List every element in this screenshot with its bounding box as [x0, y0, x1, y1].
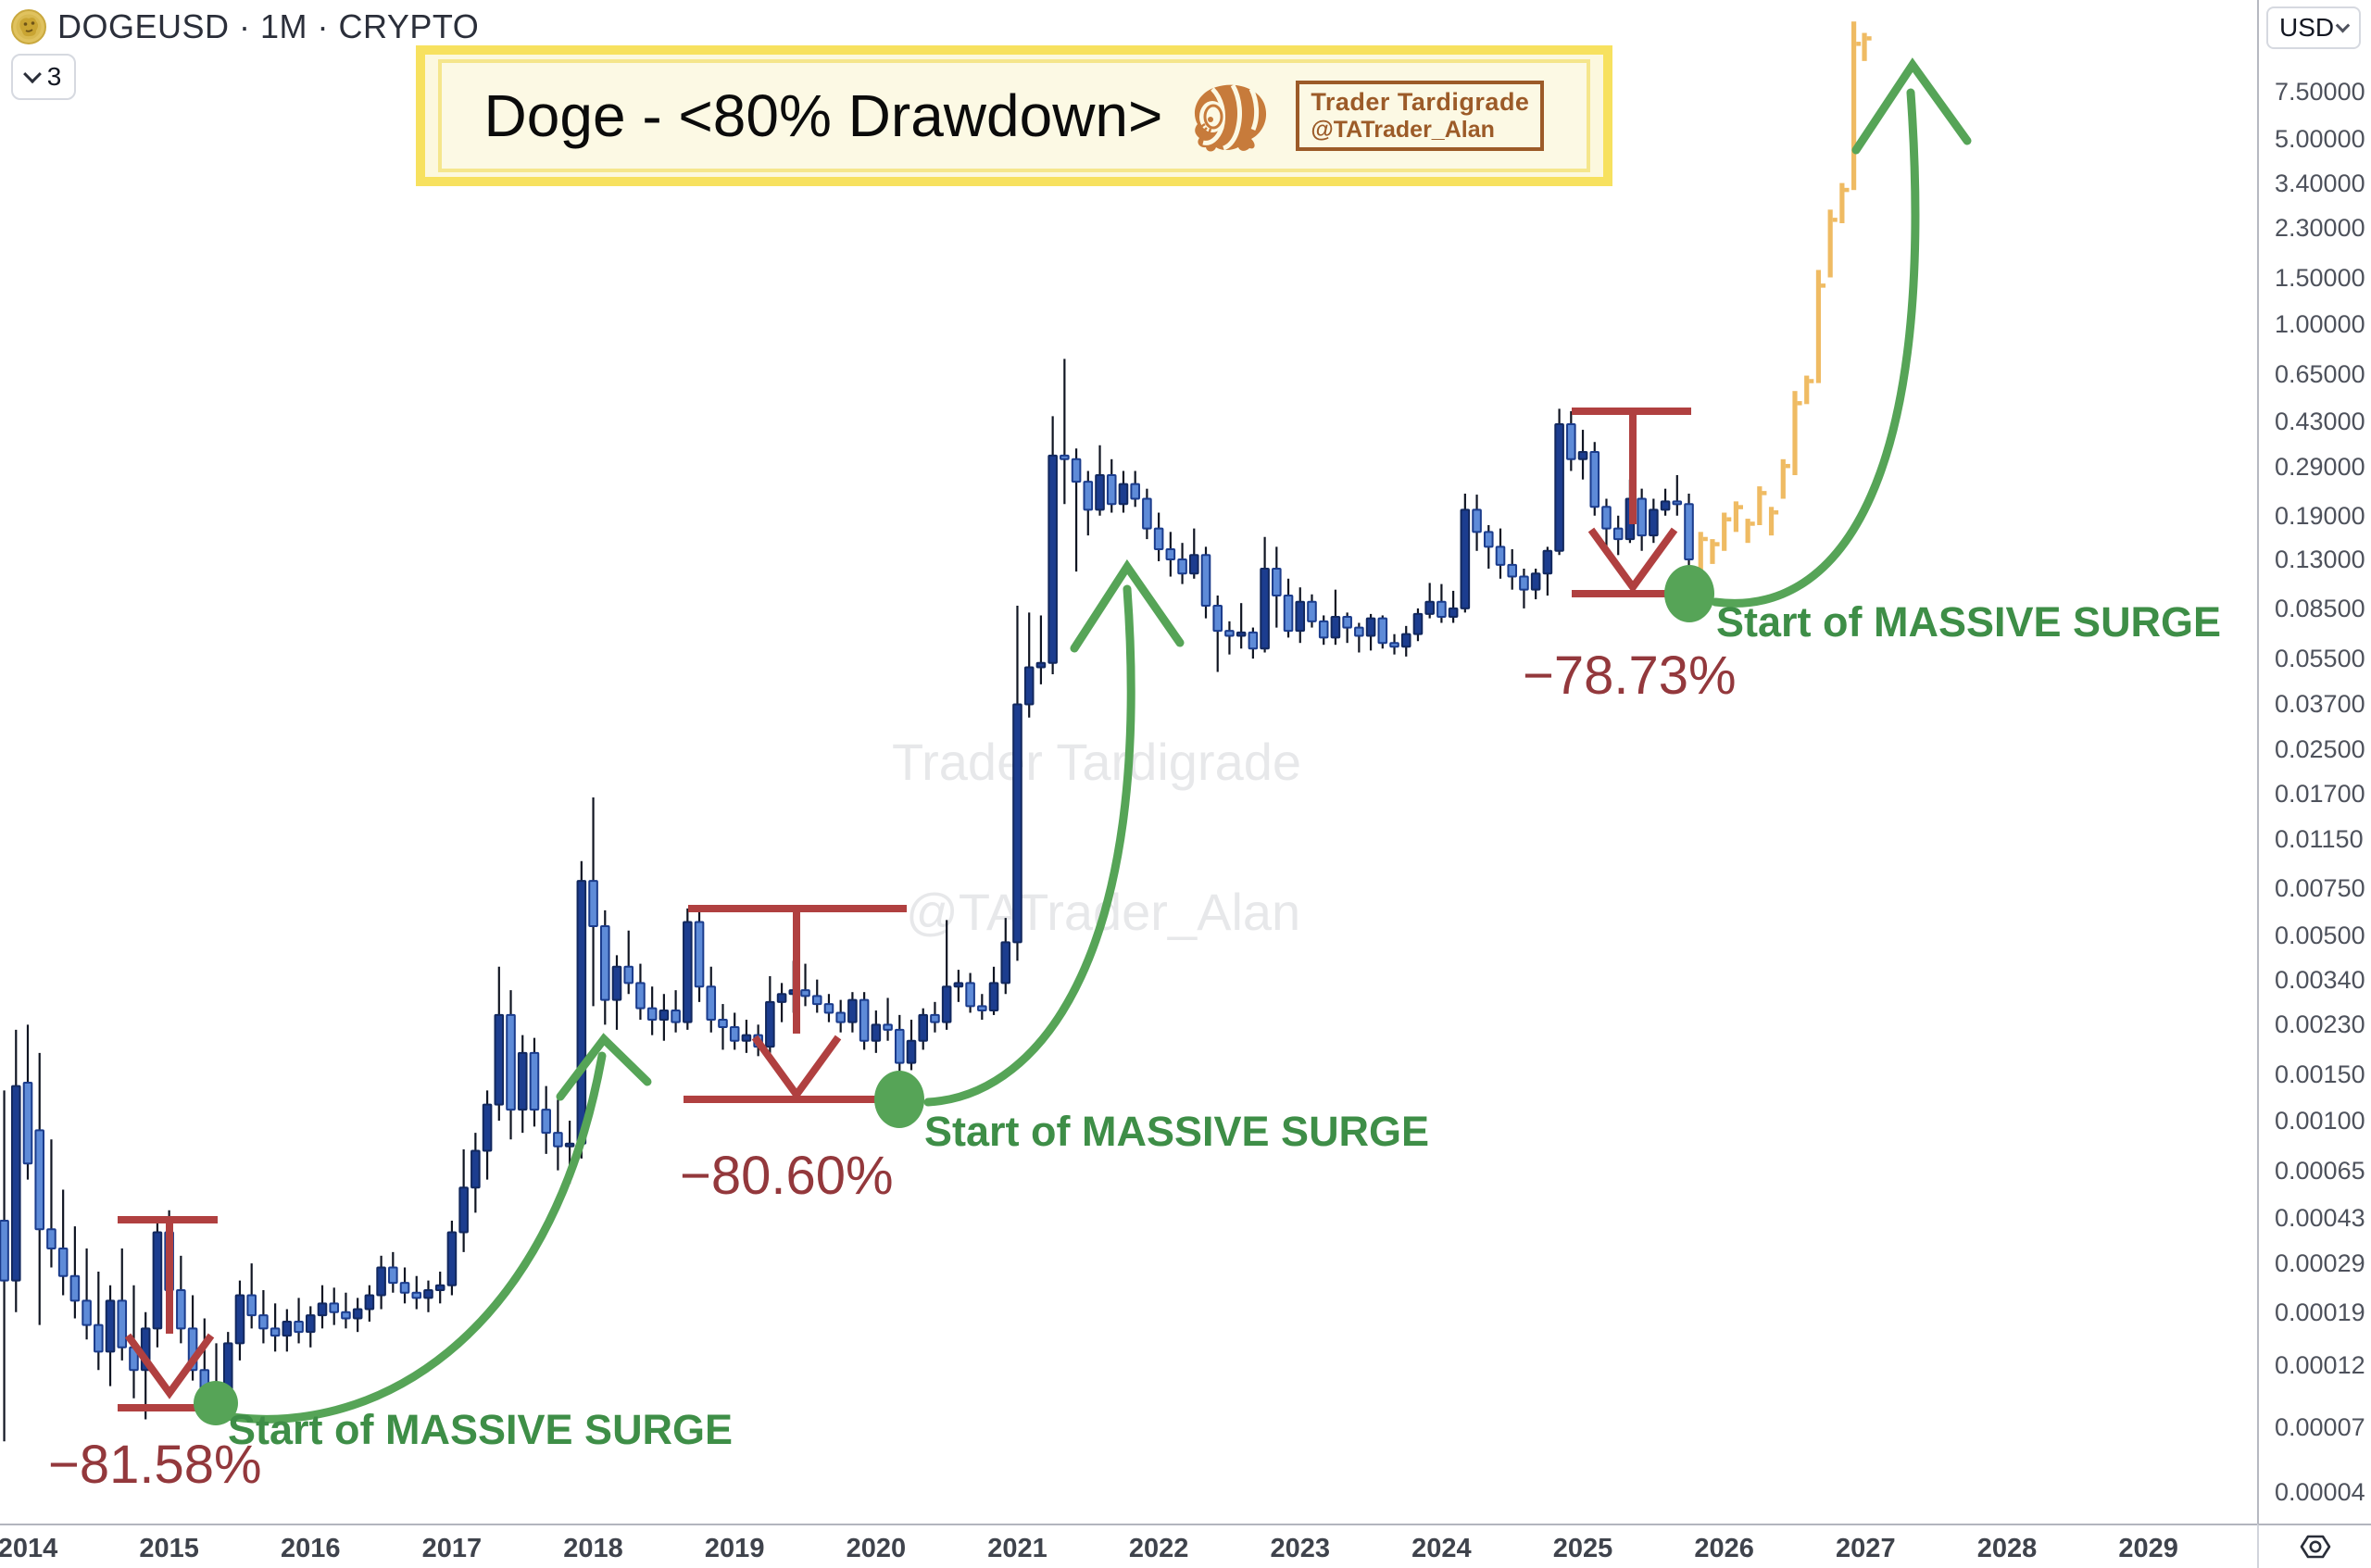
banner-title: Doge - <80% Drawdown>: [483, 82, 1163, 149]
time-axis-label: 2019: [704, 1534, 765, 1563]
time-axis-label: 2024: [1411, 1534, 1472, 1563]
currency-label: USD: [2279, 13, 2335, 42]
price-axis-label: 0.43000: [2275, 408, 2365, 436]
price-axis-label: 0.02500: [2275, 735, 2365, 764]
currency-dropdown[interactable]: USD: [2266, 6, 2361, 49]
price-axis-label: 5.00000: [2275, 124, 2365, 153]
price-axis-label: 0.00007: [2275, 1413, 2365, 1442]
price-axis-label: 0.00500: [2275, 921, 2365, 949]
price-axis-label: 0.01700: [2275, 780, 2365, 809]
time-axis-label: 2022: [1128, 1534, 1189, 1563]
price-axis-label: 0.00029: [2275, 1249, 2365, 1278]
drawdown-label-2: −80.60%: [680, 1146, 894, 1206]
price-axis-label: 0.00230: [2275, 1010, 2365, 1039]
logo-name: Trader Tardigrade: [1311, 88, 1530, 117]
price-axis-label: 0.00019: [2275, 1298, 2365, 1326]
doge-coin-icon: [11, 9, 46, 44]
chevron-down-icon: [2335, 18, 2351, 32]
logo-handle: @TATrader_Alan: [1311, 117, 1495, 144]
price-axis-label: 0.03700: [2275, 690, 2365, 719]
price-axis-label: 0.65000: [2275, 359, 2365, 388]
title-banner: Doge - <80% Drawdown> Trader Tardigrade …: [416, 45, 1612, 186]
price-axis[interactable]: USD 7.50000 5.00000 3.40000 2.30000 1.50000 1…: [2257, 0, 2371, 1568]
price-axis-label: 0.01150: [2275, 824, 2364, 853]
price-axis-label: 0.29000: [2275, 453, 2365, 482]
price-axis-label: 1.50000: [2275, 263, 2365, 292]
object-count-button[interactable]: 3: [11, 54, 76, 100]
time-axis-label: 2025: [1552, 1534, 1613, 1563]
drawdown-label-1: −81.58%: [48, 1435, 262, 1495]
time-axis-label: 2016: [281, 1534, 341, 1563]
time-axis-label: 2020: [846, 1534, 907, 1563]
chevron-down-icon: [22, 65, 42, 84]
price-axis-label: 7.50000: [2275, 78, 2365, 107]
time-axis-label: 2018: [563, 1534, 623, 1563]
time-axis-label: 2017: [421, 1534, 483, 1563]
price-axis-label: 0.00100: [2275, 1107, 2365, 1135]
axis-settings-button[interactable]: [2257, 1524, 2371, 1568]
symbol-title[interactable]: DOGEUSD · 1M · CRYPTO: [57, 7, 480, 45]
object-count-label: 3: [46, 62, 62, 91]
price-axis-label: 0.00340: [2275, 965, 2365, 994]
tardigrade-logo-icon: [1195, 83, 1267, 152]
price-axis-label: 0.00150: [2275, 1060, 2365, 1088]
gear-icon: [2300, 1535, 2330, 1559]
time-axis-label: 2026: [1694, 1534, 1754, 1563]
price-axis-label: 0.08500: [2275, 594, 2365, 622]
price-axis-label: 0.00750: [2275, 874, 2365, 903]
surge-label-3: Start of MASSIVE SURGE: [1716, 598, 2222, 646]
price-axis-label: 0.00004: [2275, 1477, 2365, 1506]
time-axis-label: 2028: [1976, 1534, 2038, 1563]
time-axis-label: 2027: [1836, 1534, 1896, 1563]
price-axis-label: 0.19000: [2275, 501, 2365, 530]
time-axis[interactable]: 2014 2015 2016 2017 2018 2019 2020 2021 2022 2023…: [0, 1524, 2257, 1568]
drawdown-label-3: −78.73%: [1523, 646, 1737, 706]
surge-label-1: Start of MASSIVE SURGE: [228, 1406, 734, 1453]
chart-area[interactable]: Trader Tardigrade @TATrader_Alan −81.58%…: [0, 0, 2257, 1524]
price-axis-label: 0.13000: [2275, 546, 2365, 573]
price-axis-label: 0.00012: [2275, 1350, 2365, 1379]
time-axis-label: 2029: [2118, 1534, 2178, 1563]
price-axis-label: 0.00043: [2275, 1204, 2365, 1233]
time-axis-label: 2014: [0, 1534, 58, 1563]
candlestick-chart[interactable]: [0, 0, 2257, 1524]
time-axis-label: 2023: [1270, 1534, 1331, 1563]
surge-label-2: Start of MASSIVE SURGE: [924, 1108, 1430, 1155]
price-axis-label: 0.05500: [2275, 645, 2365, 673]
price-axis-label: 2.30000: [2275, 214, 2365, 243]
price-axis-label: 0.00065: [2275, 1156, 2365, 1185]
time-axis-label: 2015: [139, 1534, 199, 1563]
price-axis-label: 1.00000: [2275, 310, 2365, 338]
time-axis-label: 2021: [987, 1534, 1048, 1563]
logo-text-box: Trader Tardigrade @TATrader_Alan: [1296, 81, 1545, 151]
price-axis-label: 3.40000: [2275, 169, 2365, 197]
